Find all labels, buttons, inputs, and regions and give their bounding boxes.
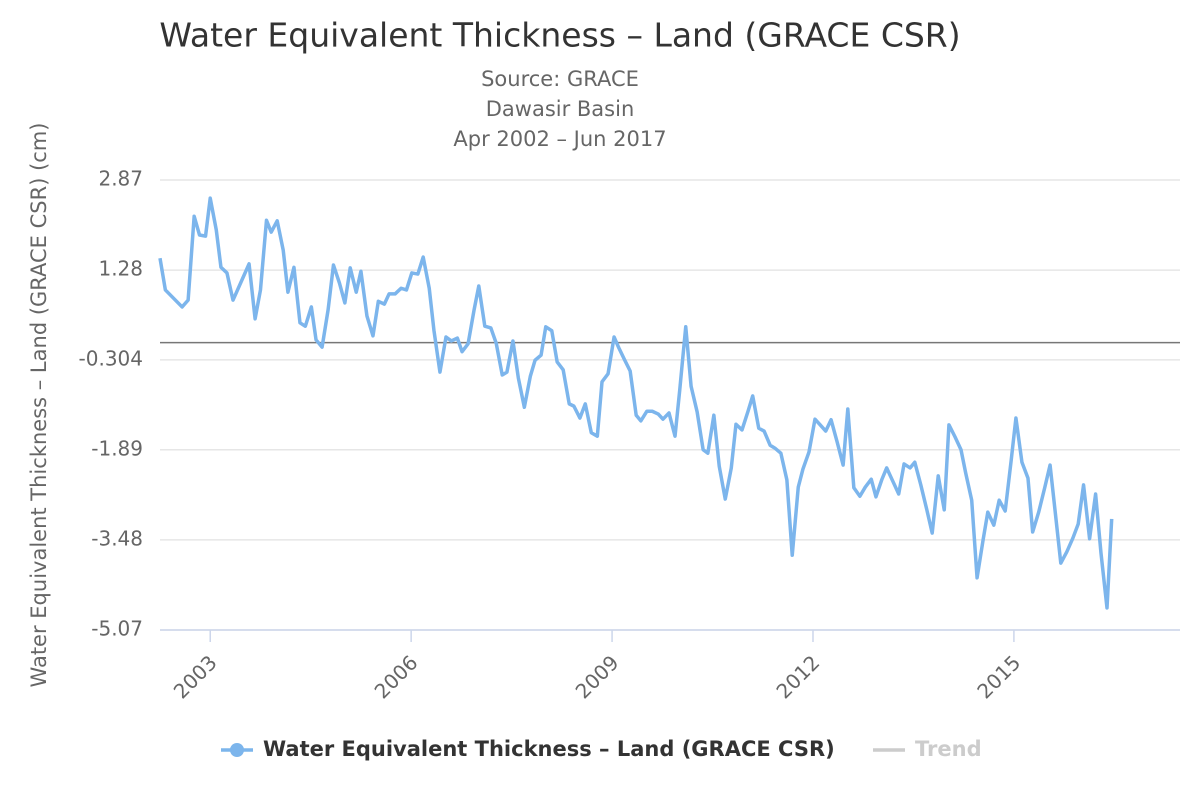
- x-tick-label: 2009: [571, 650, 624, 703]
- y-tick-label: -5.07: [91, 617, 143, 641]
- series-line: [158, 196, 1114, 610]
- x-tick-label: 2012: [771, 650, 824, 703]
- legend-label[interactable]: Water Equivalent Thickness – Land (GRACE…: [263, 737, 835, 761]
- x-tick-label: 2006: [370, 650, 423, 703]
- chart-subtitle: Source: GRACE: [481, 67, 639, 91]
- chart-subtitle: Dawasir Basin: [486, 97, 635, 121]
- y-tick-label: 1.28: [98, 257, 143, 281]
- x-tick-label: 2003: [169, 650, 222, 703]
- y-tick-label: -1.89: [91, 436, 143, 460]
- chart-title: Water Equivalent Thickness – Land (GRACE…: [159, 16, 960, 55]
- y-axis-label: Water Equivalent Thickness – Land (GRACE…: [27, 123, 51, 688]
- chart-subtitle: Apr 2002 – Jun 2017: [453, 127, 666, 151]
- legend-marker: [230, 743, 244, 757]
- y-tick-label: -0.304: [79, 346, 143, 370]
- y-tick-label: -3.48: [91, 526, 143, 550]
- y-tick-label: 2.87: [98, 167, 143, 191]
- x-tick-label: 2015: [972, 650, 1025, 703]
- legend-label[interactable]: Trend: [915, 737, 982, 761]
